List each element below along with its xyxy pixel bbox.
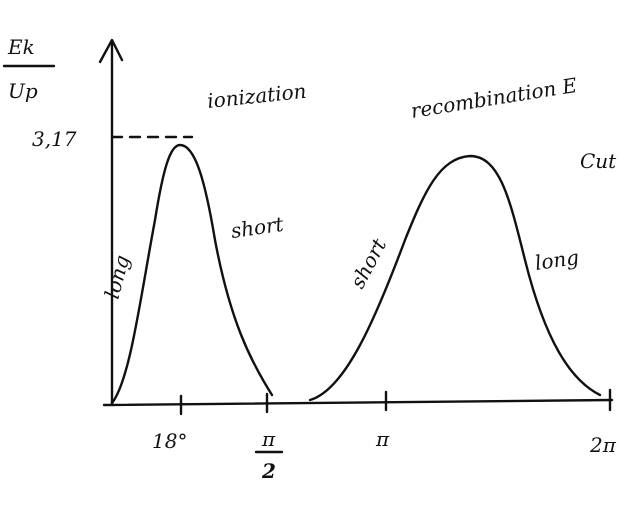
ionization-label: ionization: [206, 79, 307, 113]
curve-label: long: [533, 245, 580, 275]
recombination-label: recombination E: [409, 73, 579, 123]
tick-label: 18°: [152, 429, 187, 453]
curve-label: short: [345, 234, 391, 293]
tick-label: π: [261, 427, 276, 451]
tick-label: π: [375, 427, 390, 451]
y-label-bottom: Up: [8, 79, 38, 103]
sketch: Ek Up 3,17 ionization recombination E Cu…: [0, 0, 640, 508]
tick-label: 2: [261, 459, 276, 483]
max-label: 3,17: [32, 127, 77, 151]
y-label-top: Ek: [7, 35, 35, 59]
tick-label: 2π: [589, 433, 617, 457]
cut-label: Cut: [580, 149, 617, 173]
curve-label: short: [229, 212, 286, 243]
ionization-curve: [112, 145, 272, 403]
curve-label: long: [100, 252, 135, 301]
